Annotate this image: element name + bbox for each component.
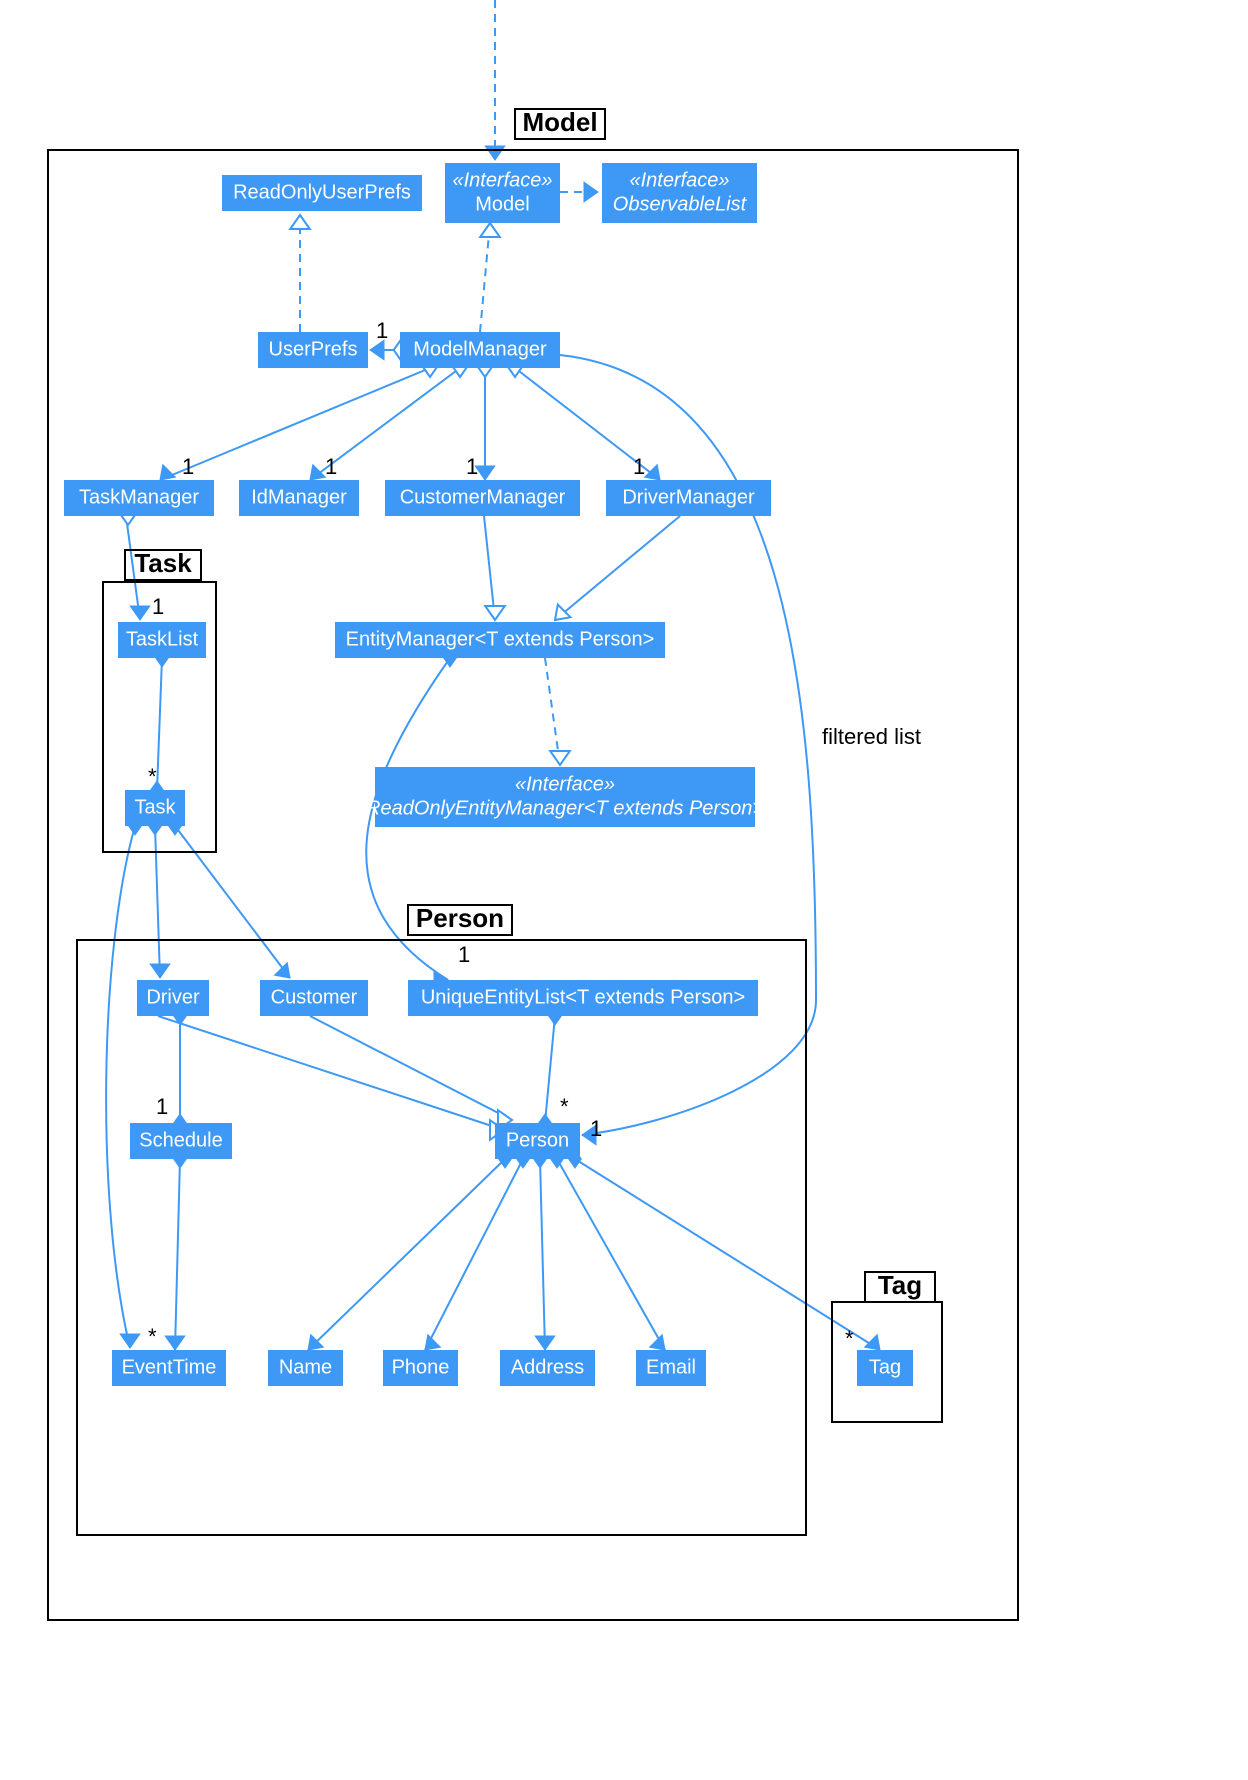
node-task-text: Task <box>134 796 176 818</box>
package-person-label: Person <box>416 903 504 933</box>
node-readonlyentitymgr-text: «Interface» <box>515 773 615 795</box>
node-interface_model-text: Model <box>475 193 529 215</box>
node-uniqueentitylist-text: UniqueEntityList<T extends Person> <box>421 986 745 1008</box>
node-address-text: Address <box>511 1356 584 1378</box>
node-email-text: Email <box>646 1356 696 1378</box>
multiplicity: 1 <box>156 1094 168 1119</box>
node-modelmanager-text: ModelManager <box>413 338 547 360</box>
multiplicity: 1 <box>325 454 337 479</box>
multiplicity: 1 <box>152 594 164 619</box>
node-tag-text: Tag <box>869 1356 901 1378</box>
package-tag-label: Tag <box>878 1270 922 1300</box>
node-taskmanager-text: TaskManager <box>79 486 199 508</box>
node-readonlyentitymgr-text: ReadOnlyEntityManager<T extends Person> <box>366 797 764 819</box>
node-driver-text: Driver <box>146 986 200 1008</box>
node-entitymanager-text: EntityManager<T extends Person> <box>346 628 655 650</box>
node-name-text: Name <box>279 1356 332 1378</box>
node-schedule-text: Schedule <box>139 1129 222 1151</box>
package-task-label: Task <box>134 548 192 578</box>
multiplicity: 1 <box>466 454 478 479</box>
node-readonlyuserprefs-text: ReadOnlyUserPrefs <box>233 181 411 203</box>
node-drivermanager-text: DriverManager <box>622 486 755 508</box>
multiplicity: 1 <box>458 942 470 967</box>
multiplicity: * <box>845 1326 854 1351</box>
node-interface_model-text: «Interface» <box>452 169 552 191</box>
node-eventtime-text: EventTime <box>122 1356 217 1378</box>
annotation: filtered list <box>822 724 921 749</box>
node-idmanager-text: IdManager <box>251 486 347 508</box>
multiplicity: 1 <box>182 454 194 479</box>
multiplicity: 1 <box>376 318 388 343</box>
node-interface_obslist-text: «Interface» <box>629 169 729 191</box>
multiplicity: * <box>560 1094 569 1119</box>
node-custmanager-text: CustomerManager <box>400 486 566 508</box>
node-phone-text: Phone <box>392 1356 450 1378</box>
package-model-label: Model <box>522 107 597 137</box>
node-userprefs-text: UserPrefs <box>269 338 358 360</box>
multiplicity: * <box>148 1324 157 1349</box>
multiplicity: 1 <box>633 454 645 479</box>
multiplicity: 1 <box>590 1116 602 1141</box>
node-interface_obslist-text: ObservableList <box>613 193 748 215</box>
node-person-text: Person <box>506 1129 569 1151</box>
node-tasklist-text: TaskList <box>126 628 199 650</box>
multiplicity: * <box>148 764 157 789</box>
uml-diagram: Model Task Person Tag ReadOnlyUserPrefs «Inte… <box>0 0 1248 1780</box>
node-customer-text: Customer <box>271 986 358 1008</box>
